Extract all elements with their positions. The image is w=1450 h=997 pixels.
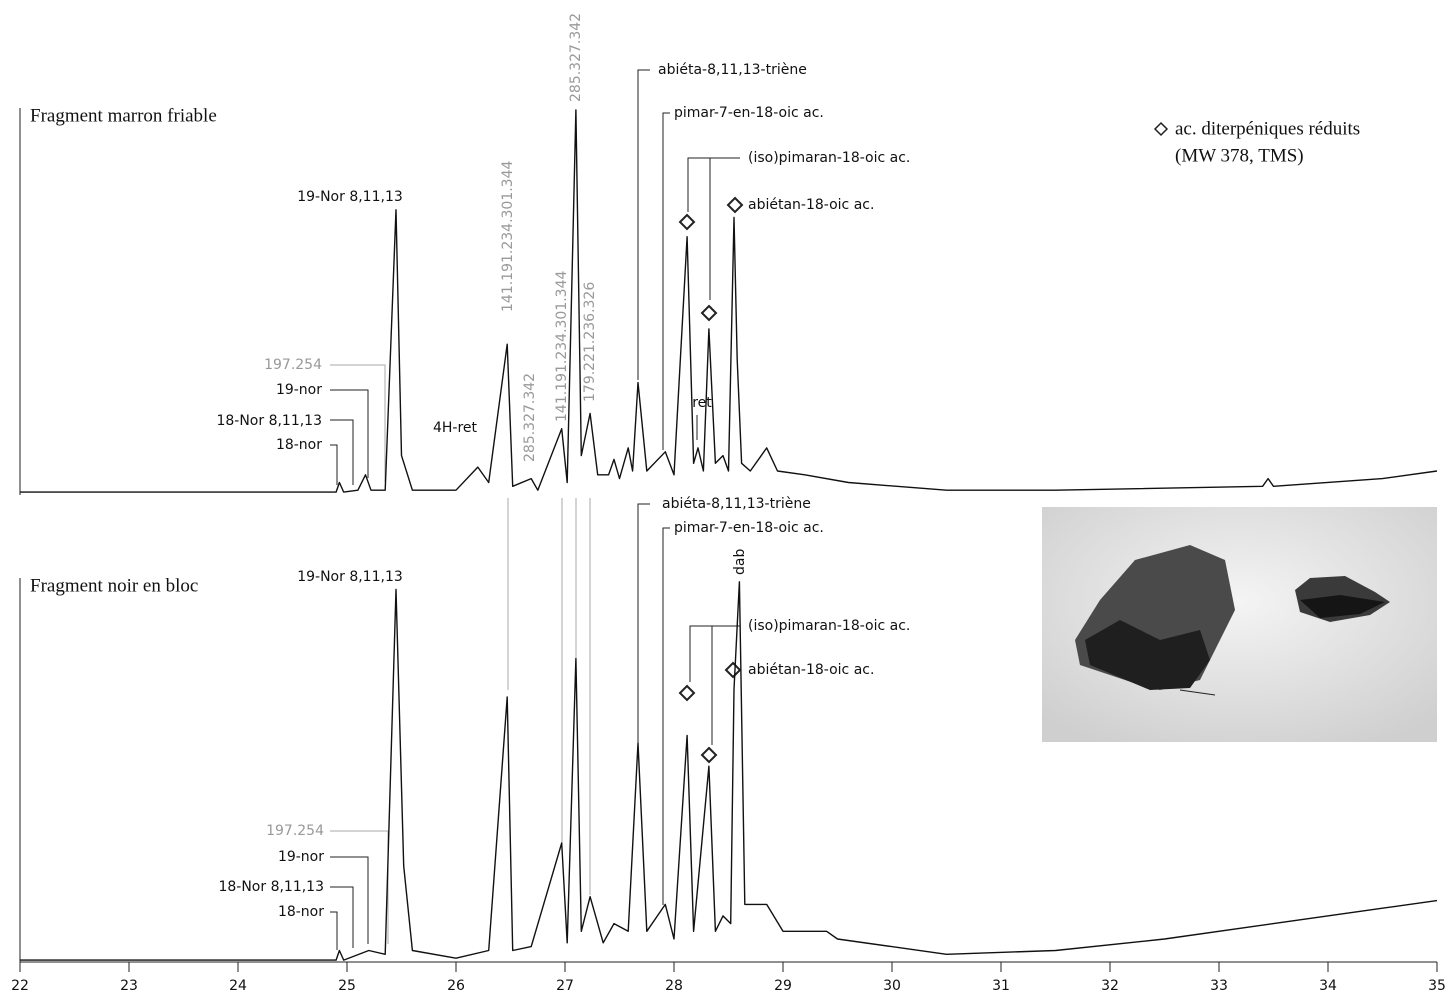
- annotation: 141.191.234.301.344: [500, 160, 516, 312]
- panel-title: Fragment noir en bloc: [30, 575, 198, 596]
- annotation: abiétan-18-oic ac.: [748, 662, 874, 678]
- legend-text: (MW 378, TMS): [1175, 145, 1304, 166]
- x-tick-label: 33: [1210, 978, 1228, 994]
- annotation: ret: [692, 395, 712, 411]
- x-tick-label: 26: [447, 978, 465, 994]
- legend-marker: [1153, 121, 1169, 137]
- annotation: abiéta-8,11,13-triène: [662, 496, 811, 512]
- annotation: pimar-7-en-18-oic ac.: [674, 520, 824, 536]
- annotations-bottom: abiéta-8,11,13-triène pimar-7-en-18-oic …: [218, 496, 910, 950]
- annotation: 18-Nor 8,11,13: [218, 879, 324, 895]
- x-tick-label: 22: [11, 978, 29, 994]
- annotation: 179.221.236.326: [582, 282, 598, 402]
- x-tick-label: 28: [665, 978, 683, 994]
- diamond-markers: [678, 196, 744, 322]
- x-tick-label: 32: [1101, 978, 1119, 994]
- annotation: pimar-7-en-18-oic ac.: [674, 105, 824, 121]
- annotation: (iso)pimaran-18-oic ac.: [748, 150, 910, 166]
- annotation: 197.254: [266, 823, 324, 839]
- x-tick-label: 29: [774, 978, 792, 994]
- legend-text: ac. diterpéniques réduits: [1175, 118, 1360, 139]
- trace: [20, 109, 1438, 493]
- annotation: abiétan-18-oic ac.: [748, 197, 874, 213]
- annotation: 197.254: [264, 357, 322, 373]
- panel-title: Fragment marron friable: [30, 105, 217, 126]
- x-tick-label: 35: [1428, 978, 1446, 994]
- annotation: abiéta-8,11,13-triène: [658, 62, 807, 78]
- annotation: 285.327.342: [568, 13, 584, 102]
- annotations-top: 19-Nor 8,11,13 197.254 19-nor 18-Nor 8,1…: [216, 13, 910, 485]
- annotation: 18-Nor 8,11,13: [216, 413, 322, 429]
- annotation: 18-nor: [276, 437, 322, 453]
- annotation: 285.327.342: [522, 373, 538, 462]
- annotation: 18-nor: [278, 904, 324, 920]
- x-tick-label: 30: [883, 978, 901, 994]
- annotation: 19-nor: [276, 382, 322, 398]
- x-tick-label: 31: [992, 978, 1010, 994]
- trace: [20, 581, 1438, 961]
- annotation: 4H-ret: [433, 420, 478, 436]
- annotation: 19-Nor 8,11,13: [297, 189, 403, 205]
- photo: [1042, 507, 1437, 742]
- annotation: 19-Nor 8,11,13: [297, 569, 403, 585]
- x-tick-label: 24: [229, 978, 247, 994]
- x-tick-label: 27: [556, 978, 574, 994]
- annotation: 141.191.234.301.344: [554, 270, 570, 422]
- diamond-markers: [678, 661, 742, 764]
- annotation: dab: [732, 549, 748, 575]
- x-tick-label: 23: [120, 978, 138, 994]
- x-tick-label: 25: [338, 978, 356, 994]
- connectors: [507, 498, 591, 895]
- annotation: 19-nor: [278, 849, 324, 865]
- x-tick-label: 34: [1319, 978, 1337, 994]
- annotation: (iso)pimaran-18-oic ac.: [748, 618, 910, 634]
